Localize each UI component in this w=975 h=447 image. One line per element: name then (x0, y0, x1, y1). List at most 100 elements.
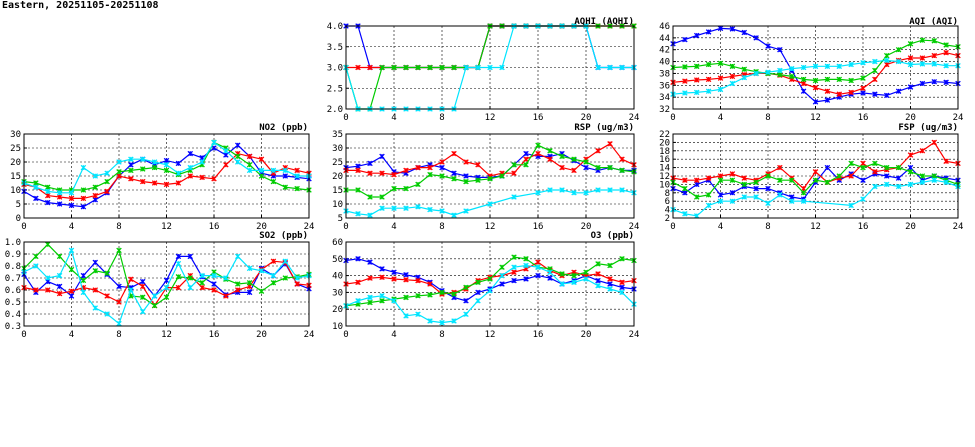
no2-frame (23, 133, 310, 219)
so2-ytick-label: 0.5 (5, 298, 21, 308)
no2-series-4-point (211, 139, 217, 146)
fsp-series-2-point (931, 139, 938, 146)
no2-ytick-label: 0 (16, 214, 21, 224)
no2-ytick-label: 10 (10, 186, 21, 196)
no2-series-3-point (44, 184, 51, 190)
no2-series-2 (21, 150, 312, 202)
so2-series-2-point (116, 299, 122, 305)
o3-series-4-point (403, 313, 409, 319)
o3-series-4-point (547, 269, 553, 275)
o3-series-2-point (379, 274, 385, 281)
rsp-xtick-label: 4 (391, 222, 396, 232)
o3-series-4-point (367, 294, 373, 301)
so2-series-3-point (44, 241, 51, 248)
rsp-xtick-label: 20 (581, 222, 592, 232)
o3-series-3-point (451, 291, 457, 297)
o3-series-3-point (619, 256, 625, 262)
no2-chart: NO2 (ppb) 0 4 8 12 16 20 24 0 5 10 15 20 25 30 (0, 120, 320, 232)
rsp-series-2-point (547, 156, 553, 162)
fsp-series-4-point (717, 198, 724, 204)
aqi-series-3-point (883, 52, 890, 59)
o3-series-1-point (619, 284, 625, 291)
aqi-series-3-point (800, 76, 807, 83)
o3-ytick-label: 40 (332, 272, 343, 282)
no2-series-4-point (282, 167, 289, 174)
aqhi-xtick-label: 8 (439, 113, 444, 123)
no2-series-3-point (128, 167, 134, 174)
fsp-series-3-point (765, 173, 771, 179)
no2-ytick-label: 25 (10, 144, 21, 154)
rsp-series-2-point (367, 170, 373, 176)
fsp-series-3-point (895, 164, 902, 171)
no2-series-1-point (44, 199, 51, 206)
aqhi-series-2-point (355, 64, 361, 71)
no2-xtick-label: 12 (161, 222, 172, 232)
no2-series-4-point (128, 156, 134, 162)
fsp-ytick-label: 14 (659, 164, 670, 174)
aqhi-series-3-point (427, 64, 433, 71)
o3-series-4-point (427, 318, 433, 324)
aqi-series-2-point (931, 52, 938, 59)
rsp-series-2-point (427, 164, 433, 171)
so2-ytick-label: 0.3 (5, 322, 21, 332)
no2-series-3-point (163, 167, 170, 174)
aqi-series-3-point (824, 76, 831, 83)
o3-series-1-point (595, 277, 601, 284)
aqi-series-1-point (705, 29, 712, 35)
o3-series-2-point (403, 277, 409, 283)
o3-series-4-point (595, 282, 601, 289)
fsp-xtick-label: 16 (858, 222, 869, 232)
o3-xtick-label: 12 (485, 330, 496, 340)
no2-series-1-point (92, 197, 99, 203)
aqi-series-3-point (836, 76, 843, 83)
rsp-series-4-point (595, 187, 601, 193)
so2-series-1-point (116, 283, 122, 290)
no2-series-2-point (104, 188, 110, 195)
aqhi-frame (345, 25, 635, 110)
aqi-series-4-point (872, 58, 878, 65)
so2-series-1-point (246, 289, 253, 296)
aqi-series-3-point (777, 71, 783, 78)
aqi-series-3-point (729, 63, 736, 70)
o3-frame (345, 241, 635, 327)
so2-series-4-point (163, 284, 170, 291)
fsp-series-2-point (682, 177, 688, 183)
fsp-series-1-point (824, 164, 831, 171)
rsp-series-3-point (379, 194, 385, 200)
o3-xtick-label: 16 (533, 330, 544, 340)
rsp-series-3-point (391, 185, 397, 192)
fsp-series-4-point (682, 211, 688, 217)
aqi-series-4-point (883, 57, 890, 64)
o3-series-2-point (535, 259, 541, 265)
no2-series-4-point (92, 173, 99, 179)
fsp-series-1-point (765, 185, 771, 192)
rsp-series-2-point (475, 162, 481, 168)
aqi-series-4-point (729, 80, 736, 87)
o3-series-2-point (391, 276, 397, 282)
rsp-series-4-point (559, 187, 565, 193)
o3-series-4-point (511, 264, 517, 270)
aqhi-xtick-label: 12 (485, 113, 496, 123)
so2-series-2-point (139, 283, 146, 290)
fsp-series-1-point (860, 177, 866, 183)
aqi-xtick-label: 0 (670, 113, 675, 123)
aqi-series-2-point (872, 76, 878, 83)
aqi-series-3-point (693, 63, 700, 70)
fsp-series-1-point (788, 194, 795, 200)
no2-xtick-label: 4 (69, 222, 74, 232)
fsp-series-2-point (717, 173, 724, 179)
aqi-xtick-label: 16 (858, 113, 869, 123)
fsp-ytick-label: 22 (659, 130, 670, 140)
rsp-series-3-point (451, 176, 457, 182)
aqi-series-4-point (717, 86, 724, 93)
o3-series-3-point (487, 276, 493, 282)
so2-series-4-point (175, 260, 182, 267)
no2-series-3-point (270, 178, 277, 185)
aqhi-series-4-point (499, 64, 505, 71)
so2-grid (24, 242, 309, 326)
o3-ytick-label: 10 (332, 322, 343, 332)
no2-chart-title: NO2 (ppb) (259, 123, 308, 133)
aqi-xtick-label: 4 (718, 113, 723, 123)
rsp-series-1-point (451, 170, 457, 176)
